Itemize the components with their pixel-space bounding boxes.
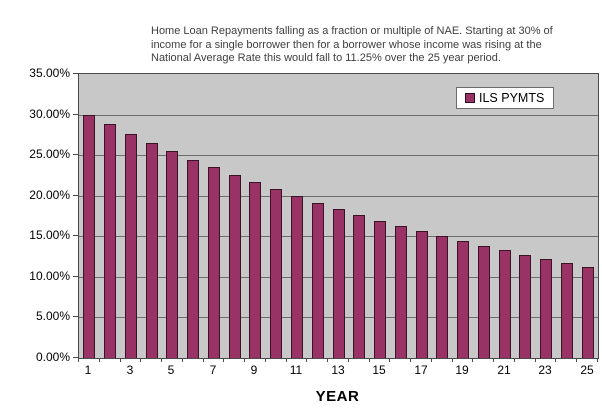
x-tick-label: 23 xyxy=(538,363,552,377)
x-tick-label: 13 xyxy=(331,363,345,377)
y-tick-label: 15.00% xyxy=(29,228,70,242)
bar-year-17 xyxy=(416,231,428,358)
y-tick-mark xyxy=(73,357,78,358)
x-tick-mark xyxy=(389,358,390,362)
y-tick-label: 0.00% xyxy=(35,350,70,364)
y-tick-label: 5.00% xyxy=(35,309,70,323)
x-tick-mark xyxy=(472,358,473,362)
bar-year-23 xyxy=(540,259,552,358)
x-tick-mark xyxy=(265,358,266,362)
gridline xyxy=(79,196,598,197)
x-tick-mark xyxy=(120,358,121,362)
gridline xyxy=(79,155,598,156)
x-tick-mark xyxy=(348,358,349,362)
x-tick-mark xyxy=(78,358,79,362)
bar-year-3 xyxy=(125,134,137,358)
y-tick-mark xyxy=(73,73,78,74)
x-tick-mark xyxy=(306,358,307,362)
bar-year-22 xyxy=(519,255,531,358)
chart-title: Home Loan Repayments falling as a fracti… xyxy=(151,25,553,64)
x-tick-mark xyxy=(223,358,224,362)
x-tick-mark xyxy=(535,358,536,362)
bar-year-12 xyxy=(312,203,324,358)
x-tick-mark xyxy=(99,358,100,362)
legend-series-marker-icon xyxy=(465,93,475,103)
bar-year-14 xyxy=(353,215,365,358)
y-tick-mark xyxy=(73,276,78,277)
y-tick-label: 30.00% xyxy=(29,107,70,121)
x-tick-label: 15 xyxy=(372,363,386,377)
bar-year-7 xyxy=(208,167,220,358)
y-tick-mark xyxy=(73,316,78,317)
x-tick-mark xyxy=(452,358,453,362)
x-tick-label: 17 xyxy=(414,363,428,377)
x-tick-mark xyxy=(369,358,370,362)
y-tick-label: 20.00% xyxy=(29,188,70,202)
bar-year-10 xyxy=(270,189,282,358)
x-tick-label: 19 xyxy=(455,363,469,377)
bar-year-2 xyxy=(104,124,116,358)
bar-year-25 xyxy=(582,267,594,358)
bar-year-4 xyxy=(146,143,158,358)
bar-year-5 xyxy=(166,151,178,358)
bar-year-8 xyxy=(229,175,241,358)
y-tick-label: 10.00% xyxy=(29,269,70,283)
y-tick-mark xyxy=(73,235,78,236)
bar-year-11 xyxy=(291,196,303,358)
legend-series-label: ILS PYMTS xyxy=(479,91,545,105)
x-tick-label: 5 xyxy=(167,363,175,377)
x-tick-label: 7 xyxy=(209,363,217,377)
plot-area xyxy=(78,73,599,359)
y-tick-mark xyxy=(73,114,78,115)
x-tick-mark xyxy=(514,358,515,362)
bar-year-13 xyxy=(333,209,345,358)
x-tick-label: 1 xyxy=(84,363,92,377)
x-tick-label: 3 xyxy=(126,363,134,377)
x-tick-mark xyxy=(161,358,162,362)
x-tick-mark xyxy=(182,358,183,362)
x-tick-label: 9 xyxy=(250,363,258,377)
y-tick-label: 35.00% xyxy=(29,66,70,80)
y-tick-mark xyxy=(73,154,78,155)
y-tick-label: 25.00% xyxy=(29,147,70,161)
bar-year-6 xyxy=(187,160,199,358)
x-tick-mark xyxy=(410,358,411,362)
x-tick-mark xyxy=(140,358,141,362)
x-tick-mark xyxy=(327,358,328,362)
legend: ILS PYMTS xyxy=(456,87,555,109)
bar-year-15 xyxy=(374,221,386,358)
x-tick-mark xyxy=(597,358,598,362)
x-tick-mark xyxy=(576,358,577,362)
x-tick-mark xyxy=(555,358,556,362)
bar-year-24 xyxy=(561,263,573,358)
bar-year-20 xyxy=(478,246,490,358)
bar-year-1 xyxy=(83,115,95,358)
x-tick-mark xyxy=(286,358,287,362)
x-tick-label: 25 xyxy=(580,363,594,377)
bar-year-19 xyxy=(457,241,469,358)
x-tick-mark xyxy=(203,358,204,362)
x-tick-mark xyxy=(244,358,245,362)
x-tick-mark xyxy=(493,358,494,362)
bar-year-16 xyxy=(395,226,407,358)
bar-year-9 xyxy=(249,182,261,358)
bar-year-21 xyxy=(499,250,511,358)
x-tick-label: 21 xyxy=(497,363,511,377)
x-tick-label: 11 xyxy=(289,363,303,377)
x-axis-title: YEAR xyxy=(315,388,360,405)
x-tick-mark xyxy=(431,358,432,362)
bar-year-18 xyxy=(436,236,448,358)
gridline xyxy=(79,115,598,116)
y-tick-mark xyxy=(73,195,78,196)
